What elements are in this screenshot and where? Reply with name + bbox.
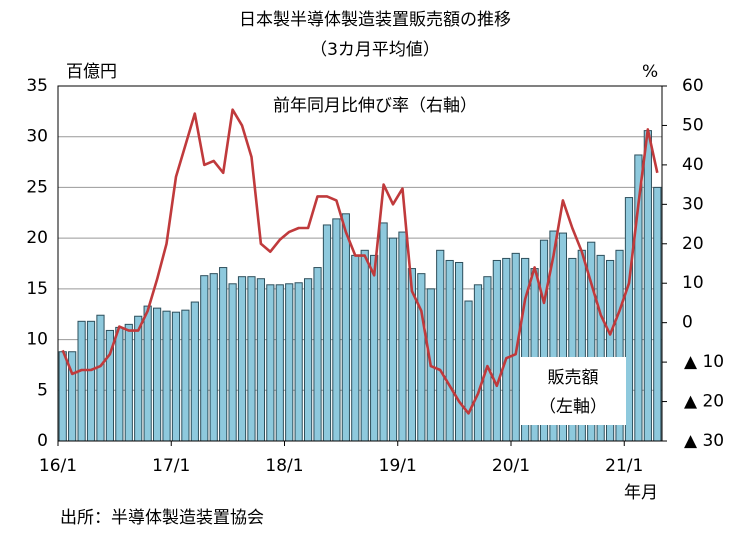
bar — [502, 257, 511, 442]
y2-tick-label: 40 — [682, 155, 704, 175]
chart-subtitle: （3カ月平均値） — [310, 40, 440, 60]
bar — [181, 309, 190, 442]
annotation: （左軸） — [539, 397, 607, 417]
y2-tick-label: 20 — [682, 234, 704, 254]
x-tick-label: 19/1 — [379, 456, 417, 476]
x-tick-label: 16/1 — [39, 456, 77, 476]
bar — [77, 320, 86, 442]
bar — [200, 275, 209, 442]
bar — [351, 254, 360, 442]
x-axis-label: 年月 — [624, 483, 658, 503]
y-tick-label: 15 — [26, 279, 48, 299]
x-tick-label: 17/1 — [152, 456, 190, 476]
x-tick-label: 18/1 — [265, 456, 303, 476]
bar — [86, 320, 96, 442]
y-tick-label: 35 — [26, 76, 48, 96]
bar — [228, 283, 237, 442]
bar — [124, 323, 133, 442]
bar — [473, 284, 483, 442]
y-tick-label: 10 — [26, 330, 48, 350]
bar — [162, 310, 171, 442]
y2-tick-label: 60 — [682, 76, 704, 96]
bar — [256, 278, 266, 442]
y-tick-label: 5 — [37, 380, 48, 400]
bar — [219, 267, 228, 442]
bar — [483, 276, 492, 442]
y2-tick-label: 0 — [682, 313, 693, 333]
bar — [643, 130, 652, 442]
bar — [275, 284, 284, 442]
y-axis-label: 百億円 — [66, 62, 117, 82]
bar — [624, 197, 634, 442]
bar — [115, 326, 124, 442]
bar — [398, 231, 407, 442]
y2-axis-label: % — [642, 62, 658, 82]
y2-tick-label: ▲ 20 — [684, 392, 724, 412]
bar — [247, 276, 256, 442]
y-tick-label: 25 — [26, 177, 48, 197]
y2-tick-label: ▲ 30 — [684, 431, 724, 451]
bar — [370, 254, 379, 442]
bar — [653, 186, 662, 442]
y-tick-label: 0 — [37, 431, 48, 451]
bar — [266, 284, 275, 442]
bar — [492, 259, 501, 442]
bar — [379, 222, 388, 442]
bar — [360, 249, 369, 442]
bar — [143, 305, 152, 442]
x-tick-label: 20/1 — [492, 456, 530, 476]
bar — [417, 273, 426, 442]
bar — [445, 259, 454, 442]
annotation: 販売額 — [548, 368, 599, 388]
bar — [436, 249, 445, 442]
bar — [454, 261, 464, 442]
y2-tick-label: 10 — [682, 273, 704, 293]
annotation-box — [520, 357, 626, 425]
bar — [209, 273, 218, 442]
bar — [285, 283, 294, 442]
line — [61, 108, 659, 415]
chart-title: 日本製半導体製造装置販売額の推移 — [239, 10, 511, 30]
y-tick-label: 30 — [26, 127, 48, 147]
bar — [294, 282, 303, 442]
bar — [152, 307, 162, 442]
y2-tick-label: 50 — [682, 115, 704, 135]
x-tick-label: 21/1 — [605, 456, 643, 476]
bar — [332, 218, 341, 442]
y-tick-label: 20 — [26, 228, 48, 248]
bar — [313, 267, 322, 442]
bar — [322, 224, 332, 442]
bar — [303, 278, 313, 442]
plot-border — [57, 85, 663, 442]
bar — [341, 213, 350, 442]
bar — [190, 301, 199, 442]
source: 出所：半導体製造装置協会 — [60, 508, 264, 528]
annotation: 前年同月比伸び率（右軸） — [273, 96, 477, 116]
bar — [134, 315, 143, 442]
bar — [464, 300, 473, 442]
y2-tick-label: 30 — [682, 194, 704, 214]
bar — [171, 311, 181, 442]
bar — [58, 351, 67, 442]
bar — [388, 237, 398, 442]
bar — [237, 276, 247, 442]
bar — [96, 314, 105, 442]
y2-tick-label: ▲ 10 — [684, 352, 724, 372]
